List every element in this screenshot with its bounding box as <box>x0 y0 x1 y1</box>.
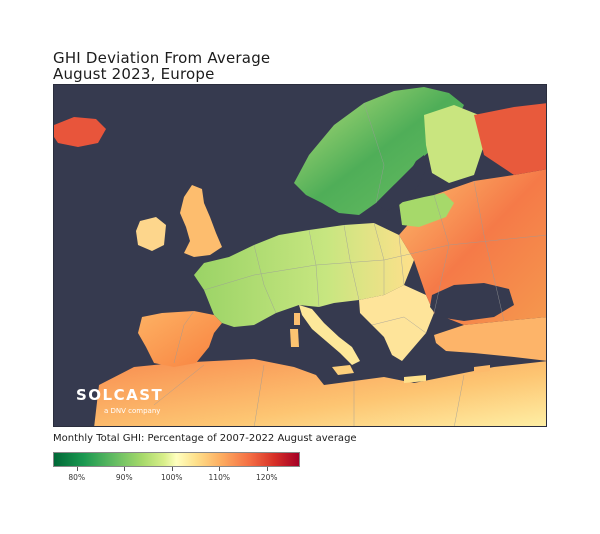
northwest-russia-land <box>474 103 546 175</box>
colorbar-tick-label: 120% <box>256 473 278 482</box>
italy-land <box>299 305 360 365</box>
map-panel <box>53 84 547 427</box>
iberia-land <box>138 311 222 367</box>
colorbar-tick-mark <box>76 467 78 471</box>
colorbar <box>53 452 300 467</box>
scandinavia-land <box>294 87 464 215</box>
corsica-land <box>294 313 300 325</box>
colorbar-tick-label: 100% <box>161 473 183 482</box>
colorbar-caption: Monthly Total GHI: Percentage of 2007-20… <box>53 433 357 444</box>
black-sea <box>430 283 514 321</box>
colorbar-tick-label: 80% <box>68 473 86 482</box>
title-line-1: GHI Deviation From Average <box>53 49 271 67</box>
title-line-2: August 2023, Europe <box>53 65 215 83</box>
sardinia-land <box>290 329 299 347</box>
north-africa-land <box>94 359 546 426</box>
great-britain-land <box>180 185 222 257</box>
solcast-logo: SOLCAST a DNV company <box>76 386 164 415</box>
colorbar-tick-mark <box>171 467 173 471</box>
turkey-land <box>434 317 546 361</box>
finland-land <box>424 105 484 183</box>
sicily-land <box>332 365 354 375</box>
baltic-sea <box>376 155 426 211</box>
europe-map <box>54 87 546 426</box>
balkans-land <box>359 285 434 361</box>
central-europe-land <box>194 223 414 327</box>
logo-tagline: a DNV company <box>104 407 161 415</box>
country-borders <box>153 102 546 426</box>
colorbar-ticks: 80% 90% 100% 110% 120% <box>53 467 300 485</box>
colorbar-tick-label: 90% <box>115 473 133 482</box>
colorbar-tick-label: 110% <box>208 473 230 482</box>
colorbar-tick-mark <box>124 467 126 471</box>
ireland-land <box>136 217 166 251</box>
iceland-land <box>54 117 106 147</box>
cyprus-land <box>474 365 490 373</box>
logo-wordmark: SOLCAST <box>76 386 164 404</box>
colorbar-tick-mark <box>266 467 268 471</box>
baltics-land <box>399 193 454 227</box>
crete-land <box>404 375 426 383</box>
colorbar-tick-mark <box>219 467 221 471</box>
map-title: GHI Deviation From Average August 2023, … <box>53 50 270 82</box>
